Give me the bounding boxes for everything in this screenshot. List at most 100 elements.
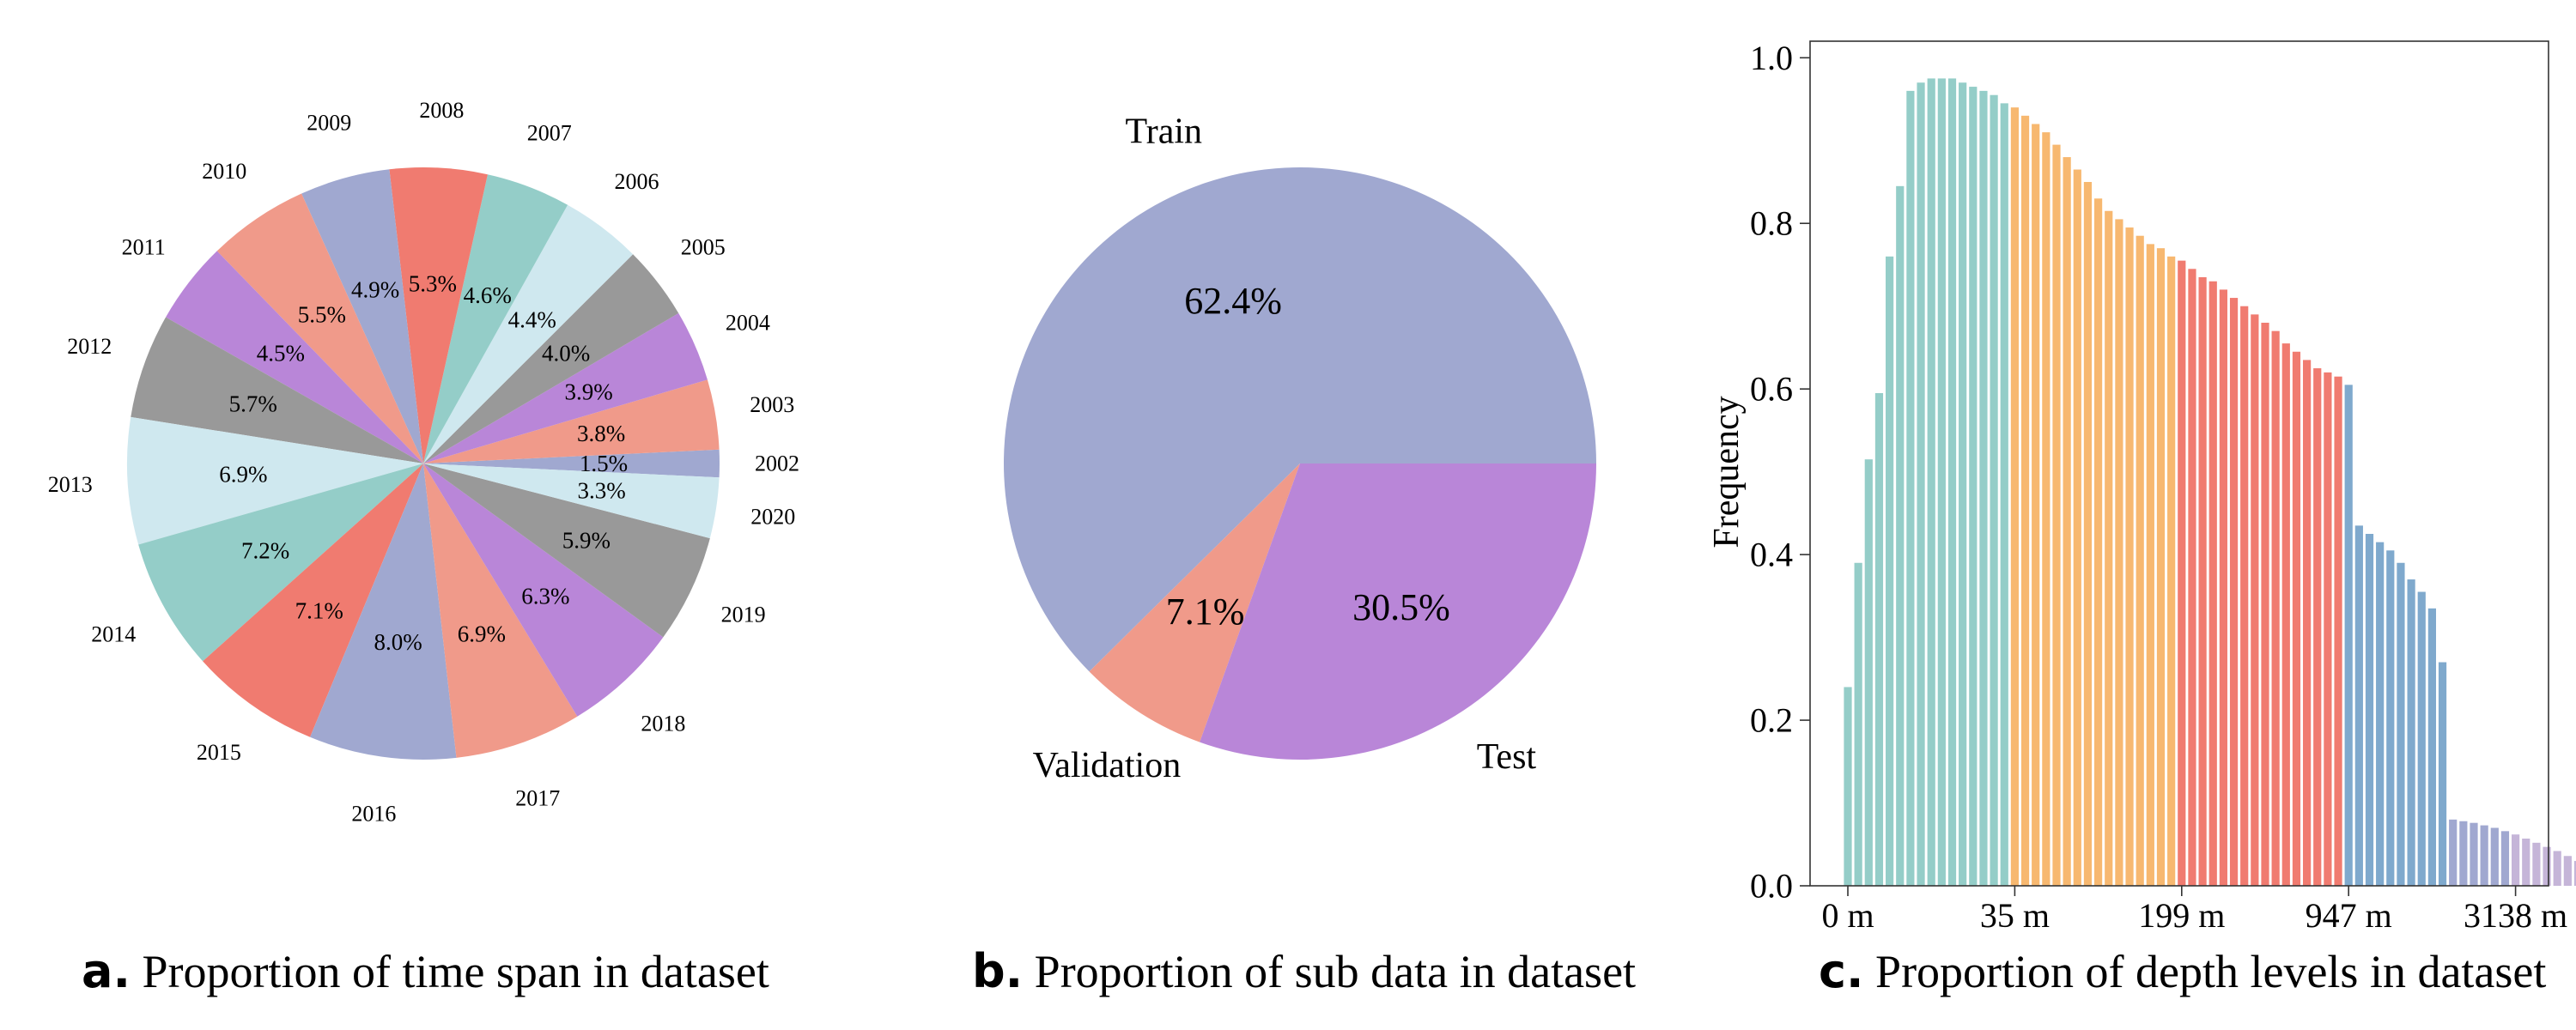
depth-bar xyxy=(1864,459,1873,886)
depth-bar xyxy=(1927,78,1935,886)
pie-a-percent-label: 5.3% xyxy=(409,270,457,296)
x-tick-label: 0 m xyxy=(1821,896,1874,935)
depth-bar xyxy=(2480,825,2488,886)
depth-bar xyxy=(2563,856,2572,886)
caption-c-text: Proportion of depth levels in dataset xyxy=(1875,946,2547,997)
depth-bar xyxy=(2083,182,2093,886)
depth-bar xyxy=(1917,82,1925,887)
pie-a-slice-label: 2003 xyxy=(750,392,794,417)
depth-bar xyxy=(2178,260,2186,886)
depth-bar xyxy=(1844,687,1852,886)
depth-bar xyxy=(2219,289,2227,886)
depth-bar xyxy=(2240,306,2249,887)
pie-a-slice xyxy=(301,169,423,464)
pie-a-slice xyxy=(203,464,423,737)
depth-bar xyxy=(2146,244,2154,887)
depth-bar xyxy=(2427,608,2436,886)
pie-a-percent-label: 5.7% xyxy=(229,391,277,417)
pie-a-slice-label: 2019 xyxy=(721,602,766,627)
pie-a-slice xyxy=(423,254,679,464)
depth-bar xyxy=(2020,115,2030,886)
depth-bar xyxy=(2229,298,2239,886)
pie-a-slice-label: 2013 xyxy=(48,472,93,497)
depth-bar xyxy=(2136,235,2144,887)
depth-bar xyxy=(1854,562,1862,886)
y-tick-label: 1.0 xyxy=(1750,39,1793,77)
pie-a-slice xyxy=(423,379,720,464)
pie-a-percent-label: 4.6% xyxy=(464,282,512,308)
pie-a-percent-label: 8.0% xyxy=(374,629,422,655)
depth-bar xyxy=(2376,542,2385,886)
x-tick-label: 35 m xyxy=(1980,896,2050,935)
caption-b-text: Proportion of sub data in dataset xyxy=(1034,946,1637,997)
axes-frame xyxy=(1809,40,2549,887)
pie-a-slice xyxy=(138,464,423,662)
depth-bar xyxy=(2532,842,2541,886)
depth-bar xyxy=(1969,87,1978,886)
depth-bar xyxy=(2000,103,2008,887)
depth-bar xyxy=(2042,132,2050,886)
pie-a-slice-label: 2005 xyxy=(681,234,726,259)
pie-b-slice xyxy=(1003,167,1596,672)
pie-a-slice-label: 2008 xyxy=(419,98,464,123)
pie-a-slice-label: 2002 xyxy=(755,451,799,476)
depth-bar xyxy=(2251,314,2259,887)
pie-a-slice xyxy=(423,464,578,758)
pie-a-percent-label: 3.3% xyxy=(577,478,625,504)
pie-a-slice-label: 2009 xyxy=(307,110,351,135)
depth-bar xyxy=(2470,822,2478,886)
depth-bar xyxy=(2292,351,2301,886)
depth-bar xyxy=(2010,107,2019,887)
caption-b: b. Proportion of sub data in dataset xyxy=(972,937,1636,1006)
y-tick-label: 0.2 xyxy=(1750,701,1793,740)
pie-a-slice xyxy=(166,251,424,464)
depth-bar xyxy=(2271,330,2280,886)
depth-bar xyxy=(2449,819,2458,886)
pie-a-slice-label: 2014 xyxy=(91,622,136,647)
pie-a-slice xyxy=(423,464,720,539)
pie-a-slice-label: 2011 xyxy=(122,234,166,259)
depth-bar xyxy=(1906,90,1915,886)
pie-a-slice-label: 2016 xyxy=(351,802,396,827)
depth-bar xyxy=(2522,839,2530,886)
depth-bar xyxy=(2313,368,2322,886)
pie-b-percent-label: 30.5% xyxy=(1352,586,1450,628)
depth-bar xyxy=(1886,256,1894,886)
y-axis-label: Frequency xyxy=(1707,396,1747,548)
depth-bar xyxy=(2156,248,2166,886)
pie-b-slice-label: Train xyxy=(1126,112,1202,151)
x-tick-label: 3138 m xyxy=(2464,896,2567,935)
caption-a: a. Proportion of time span in dataset xyxy=(82,937,769,1006)
depth-bar xyxy=(2303,360,2312,886)
pie-b-percent-label: 62.4% xyxy=(1184,280,1282,322)
pie-b-slice-label: Test xyxy=(1477,737,1537,777)
x-tick-label: 947 m xyxy=(2306,896,2392,935)
depth-bar xyxy=(2125,227,2134,886)
pie-a-percent-label: 6.9% xyxy=(219,462,267,488)
depth-bar xyxy=(2115,219,2123,886)
pie-a-slice xyxy=(423,464,664,717)
depth-bar xyxy=(2198,276,2207,886)
caption-c: c. Proportion of depth levels in dataset xyxy=(1819,937,2546,1006)
pie-a-slice xyxy=(423,464,710,638)
pie-a-slice xyxy=(389,167,488,464)
caption-a-letter: a. xyxy=(82,944,131,998)
depth-bar xyxy=(2167,256,2176,886)
pie-a-percent-label: 4.9% xyxy=(351,277,399,303)
depth-bar xyxy=(2354,525,2363,886)
y-tick-label: 0.8 xyxy=(1750,204,1793,243)
depth-bar xyxy=(1990,94,1998,886)
pie-a-percent-label: 7.1% xyxy=(295,597,343,623)
depth-bar xyxy=(2459,821,2468,886)
pie-a-slice-label: 2015 xyxy=(197,740,241,765)
depth-bar xyxy=(2324,372,2332,886)
pie-a-percent-label: 4.0% xyxy=(542,341,590,367)
depth-bar xyxy=(2386,550,2395,886)
pie-a-slice-label: 2004 xyxy=(726,310,770,335)
depth-bar xyxy=(2417,591,2426,886)
pie-a-percent-label: 3.9% xyxy=(564,379,612,404)
pie-a-percent-label: 6.9% xyxy=(458,621,506,647)
pie-a-percent-label: 3.8% xyxy=(577,421,625,446)
pie-a-percent-label: 5.5% xyxy=(298,301,346,327)
